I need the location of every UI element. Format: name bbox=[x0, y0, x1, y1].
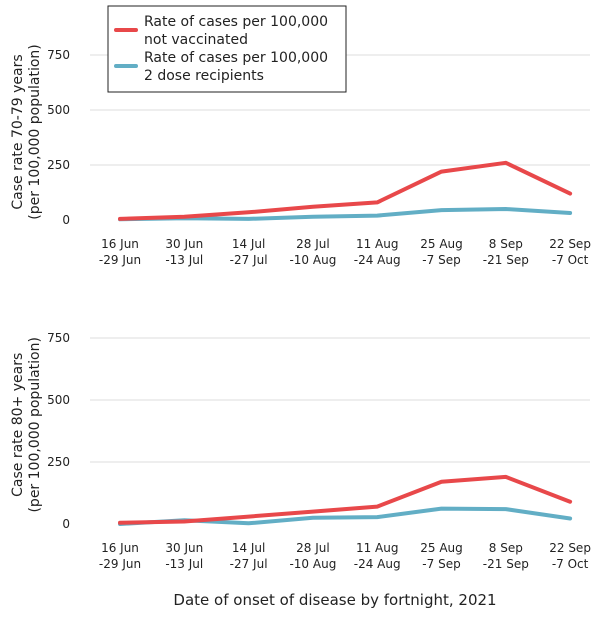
x-tick-label-1-line2: -13 Jul bbox=[165, 557, 203, 571]
legend-label-2-dose-line1: Rate of cases per 100,000 bbox=[144, 50, 328, 66]
x-tick-label-3-line2: -10 Aug bbox=[289, 557, 336, 571]
x-tick-label-5-line1: 25 Aug bbox=[420, 541, 463, 555]
x-tick-label-1-line1: 30 Jun bbox=[165, 541, 203, 555]
x-tick-label-5-line1: 25 Aug bbox=[420, 237, 463, 251]
x-tick-label-2-line1: 14 Jul bbox=[232, 237, 266, 251]
series-line-not-vaccinated bbox=[118, 160, 573, 221]
y-tick-label-0: 0 bbox=[62, 517, 70, 531]
y-tick-label-0: 0 bbox=[62, 213, 70, 227]
x-tick-label-7-line1: 22 Sep bbox=[549, 541, 591, 555]
x-tick-label-1-line1: 30 Jun bbox=[165, 237, 203, 251]
x-tick-label-1-line2: -13 Jul bbox=[165, 253, 203, 267]
legend-label-2-dose-line2: 2 dose recipients bbox=[144, 68, 264, 84]
x-tick-label-7-line2: -7 Oct bbox=[552, 253, 589, 267]
x-tick-label-3-line2: -10 Aug bbox=[289, 253, 336, 267]
x-tick-label-4-line1: 11 Aug bbox=[356, 237, 399, 251]
legend-label-not-vaccinated-line1: Rate of cases per 100,000 bbox=[144, 14, 328, 30]
x-tick-label-4-line2: -24 Aug bbox=[354, 253, 401, 267]
x-tick-label-0-line1: 16 Jun bbox=[101, 541, 139, 555]
x-tick-label-4-line2: -24 Aug bbox=[354, 557, 401, 571]
x-tick-label-5-line2: -7 Sep bbox=[422, 557, 460, 571]
chart-panel-1: 0 250 500 750 16 Jun -29 Jun 30 Jun -13 Jul 14 J… bbox=[10, 44, 591, 267]
legend-label-not-vaccinated-line2: not vaccinated bbox=[144, 32, 248, 48]
y-tick-label-250: 250 bbox=[47, 158, 70, 172]
x-tick-label-5-line2: -7 Sep bbox=[422, 253, 460, 267]
x-tick-label-6-line2: -21 Sep bbox=[483, 557, 529, 571]
y-axis-title-line1: Case rate 70-79 years bbox=[10, 54, 26, 209]
x-axis-title: Date of onset of disease by fortnight, 2… bbox=[173, 591, 496, 609]
x-tick-label-6-line2: -21 Sep bbox=[483, 253, 529, 267]
x-tick-label-2-line2: -27 Jul bbox=[230, 557, 268, 571]
x-tick-label-6-line1: 8 Sep bbox=[489, 237, 523, 251]
x-tick-label-7-line2: -7 Oct bbox=[552, 557, 589, 571]
legend-box bbox=[107, 5, 347, 93]
y-tick-label-500: 500 bbox=[47, 103, 70, 117]
series-line-2-dose bbox=[118, 207, 573, 222]
x-tick-label-3-line1: 28 Jul bbox=[296, 237, 330, 251]
y-tick-label-750: 750 bbox=[47, 331, 70, 345]
x-tick-label-0-line2: -29 Jun bbox=[99, 253, 141, 267]
y-axis-title-line1: Case rate 80+ years bbox=[10, 353, 26, 497]
y-tick-label-250: 250 bbox=[47, 455, 70, 469]
y-axis-title: Case rate 80+ years(per 100,000 populati… bbox=[10, 337, 43, 512]
y-axis-title: Case rate 70-79 years(per 100,000 popula… bbox=[10, 44, 43, 219]
x-tick-label-0-line2: -29 Jun bbox=[99, 557, 141, 571]
x-tick-label-6-line1: 8 Sep bbox=[489, 541, 523, 555]
series-line-not-vaccinated bbox=[118, 474, 573, 525]
y-tick-label-750: 750 bbox=[47, 48, 70, 62]
x-tick-label-4-line1: 11 Aug bbox=[356, 541, 399, 555]
x-tick-label-0-line1: 16 Jun bbox=[101, 237, 139, 251]
chart-panels: 0 250 500 750 16 Jun -29 Jun 30 Jun -13 Jul 14 J… bbox=[10, 44, 591, 571]
y-axis-title-line2: (per 100,000 population) bbox=[27, 44, 43, 219]
x-tick-label-2-line2: -27 Jul bbox=[230, 253, 268, 267]
y-axis-title-line2: (per 100,000 population) bbox=[27, 337, 43, 512]
chart-panel-2: 0 250 500 750 16 Jun -29 Jun 30 Jun -13 Jul 14 J… bbox=[10, 331, 591, 571]
x-tick-label-2-line1: 14 Jul bbox=[232, 541, 266, 555]
legend: Rate of cases per 100,000 not vaccinated… bbox=[107, 5, 347, 93]
x-tick-label-3-line1: 28 Jul bbox=[296, 541, 330, 555]
x-tick-label-7-line1: 22 Sep bbox=[549, 237, 591, 251]
y-tick-label-500: 500 bbox=[47, 393, 70, 407]
